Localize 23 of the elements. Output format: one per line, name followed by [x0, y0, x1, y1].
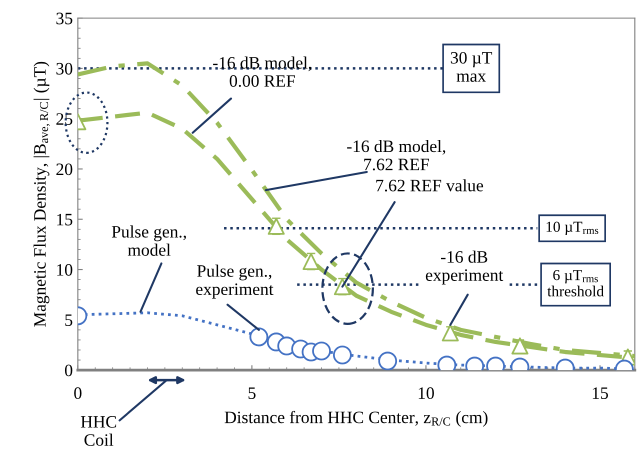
ref-line-label: 10 µT$_{rms}$ — [546, 222, 598, 236]
y-tick-label: 30 — [56, 62, 72, 75]
y-tick-label: 5 — [65, 314, 72, 326]
x-axis-title: Distance from HHC Center, z$_{R/C}$ (cm) — [224, 410, 488, 427]
x-tick-label: 0 — [74, 387, 82, 399]
y-tick-label: 35 — [56, 12, 72, 24]
annotation: Pulse gen., model — [112, 225, 186, 256]
y-tick-label: 20 — [56, 163, 72, 176]
ref-line-label: 30 µT max — [450, 52, 492, 82]
y-tick-label: 15 — [57, 214, 72, 226]
annotation: -16 dB model, 0.00 REF — [213, 56, 312, 87]
ref-line-label: 6 µT$_{rms}$ threshold — [547, 270, 604, 296]
y-tick-label: 0 — [64, 364, 72, 376]
x-tick-label: 5 — [248, 387, 256, 399]
x-tick-label: 10 — [418, 387, 434, 399]
y-tick-label: 10 — [57, 264, 72, 276]
annotation: Pulse gen., experiment — [196, 264, 274, 299]
annotation: -16 dB model, 7.62 REF — [347, 140, 446, 170]
x-tick-label: 15 — [592, 387, 608, 399]
y-axis-title: Magnetic Flux Density, |B$_{ave,R/C}$| (µT) — [34, 62, 50, 327]
annotation: 7.62 REF value — [376, 179, 484, 192]
text: HHC Coil — [80, 416, 116, 446]
annotation: -16 dB experiment — [426, 250, 504, 284]
